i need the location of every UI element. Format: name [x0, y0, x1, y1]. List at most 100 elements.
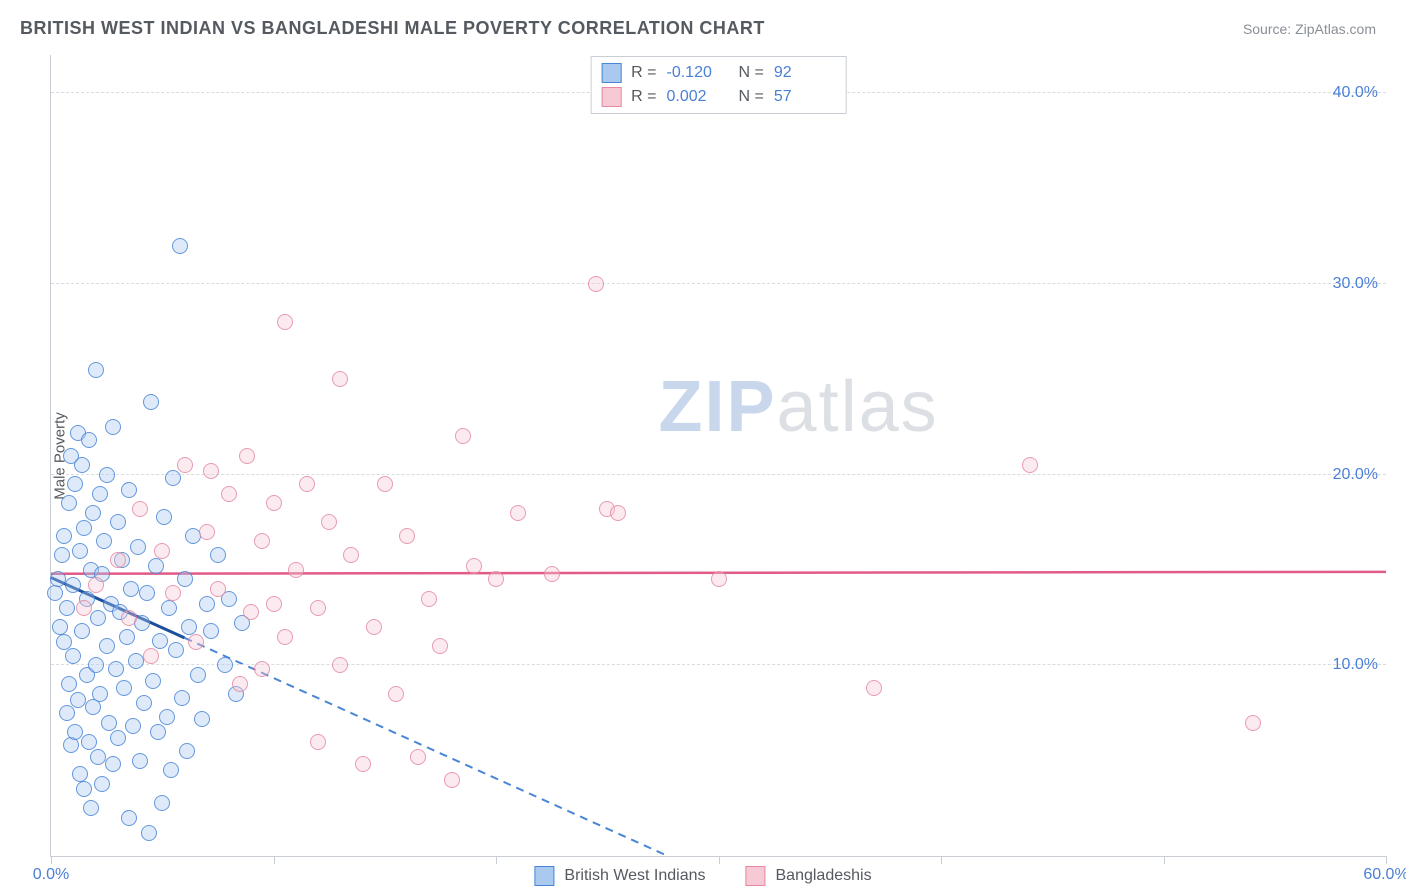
correlation-legend: R = -0.120 N = 92 R = 0.002 N = 57 — [590, 56, 847, 114]
data-point-bwi — [121, 482, 137, 498]
data-point-ban — [366, 619, 382, 635]
data-point-bwi — [54, 547, 70, 563]
data-point-bwi — [105, 756, 121, 772]
data-point-bwi — [145, 673, 161, 689]
data-point-bwi — [88, 657, 104, 673]
x-tick — [1164, 856, 1165, 864]
data-point-bwi — [161, 600, 177, 616]
data-point-ban — [121, 610, 137, 626]
data-point-bwi — [81, 734, 97, 750]
legend-label-bwi: British West Indians — [564, 867, 705, 885]
data-point-ban — [177, 457, 193, 473]
gridline-h — [51, 283, 1386, 284]
data-point-bwi — [72, 766, 88, 782]
data-point-ban — [355, 756, 371, 772]
data-point-bwi — [61, 676, 77, 692]
data-point-bwi — [152, 633, 168, 649]
x-tick — [51, 856, 52, 864]
x-tick — [496, 856, 497, 864]
data-point-bwi — [74, 457, 90, 473]
data-point-bwi — [165, 470, 181, 486]
watermark: ZIPatlas — [659, 366, 939, 448]
series-legend: British West Indians Bangladeshis — [534, 866, 871, 886]
data-point-ban — [188, 634, 204, 650]
data-point-bwi — [96, 533, 112, 549]
data-point-ban — [711, 571, 727, 587]
data-point-bwi — [156, 509, 172, 525]
data-point-ban — [254, 533, 270, 549]
data-point-bwi — [88, 362, 104, 378]
data-point-bwi — [92, 486, 108, 502]
data-point-ban — [866, 680, 882, 696]
data-point-ban — [377, 476, 393, 492]
data-point-ban — [310, 734, 326, 750]
data-point-bwi — [132, 753, 148, 769]
data-point-bwi — [139, 585, 155, 601]
data-point-ban — [421, 591, 437, 607]
data-point-ban — [277, 629, 293, 645]
x-tick — [1386, 856, 1387, 864]
data-point-ban — [488, 571, 504, 587]
data-point-bwi — [90, 749, 106, 765]
data-point-bwi — [50, 571, 66, 587]
data-point-bwi — [99, 467, 115, 483]
data-point-bwi — [203, 623, 219, 639]
y-tick-label: 40.0% — [1333, 84, 1378, 102]
x-tick — [719, 856, 720, 864]
data-point-bwi — [83, 800, 99, 816]
x-tick-label: 60.0% — [1363, 866, 1406, 884]
data-point-bwi — [125, 718, 141, 734]
data-point-bwi — [74, 623, 90, 639]
data-point-bwi — [59, 705, 75, 721]
legend-label-ban: Bangladeshis — [776, 867, 872, 885]
data-point-ban — [444, 772, 460, 788]
data-point-bwi — [110, 730, 126, 746]
data-point-ban — [399, 528, 415, 544]
data-point-ban — [143, 648, 159, 664]
data-point-ban — [154, 543, 170, 559]
data-point-bwi — [217, 657, 233, 673]
data-point-bwi — [141, 825, 157, 841]
data-point-ban — [232, 676, 248, 692]
data-point-bwi — [94, 776, 110, 792]
data-point-ban — [203, 463, 219, 479]
data-point-bwi — [99, 638, 115, 654]
legend-row-ban: R = 0.002 N = 57 — [601, 85, 836, 109]
data-point-ban — [510, 505, 526, 521]
data-point-ban — [343, 547, 359, 563]
data-point-bwi — [65, 577, 81, 593]
data-point-bwi — [136, 695, 152, 711]
legend-row-bwi: R = -0.120 N = 92 — [601, 61, 836, 85]
data-point-bwi — [85, 505, 101, 521]
data-point-ban — [310, 600, 326, 616]
data-point-bwi — [61, 495, 77, 511]
data-point-ban — [221, 486, 237, 502]
data-point-bwi — [199, 596, 215, 612]
data-point-bwi — [128, 653, 144, 669]
data-point-bwi — [210, 547, 226, 563]
data-point-bwi — [70, 692, 86, 708]
data-point-bwi — [172, 238, 188, 254]
data-point-bwi — [123, 581, 139, 597]
data-point-ban — [88, 577, 104, 593]
data-point-bwi — [108, 661, 124, 677]
data-point-bwi — [76, 520, 92, 536]
data-point-ban — [544, 566, 560, 582]
data-point-ban — [299, 476, 315, 492]
data-point-ban — [210, 581, 226, 597]
data-point-bwi — [65, 648, 81, 664]
data-point-bwi — [159, 709, 175, 725]
legend-swatch-ban — [601, 87, 621, 107]
legend-item-ban: Bangladeshis — [746, 866, 872, 886]
data-point-ban — [110, 552, 126, 568]
data-point-bwi — [110, 514, 126, 530]
data-point-bwi — [190, 667, 206, 683]
data-point-ban — [266, 495, 282, 511]
data-point-ban — [432, 638, 448, 654]
data-point-ban — [243, 604, 259, 620]
x-tick — [941, 856, 942, 864]
data-point-bwi — [163, 762, 179, 778]
data-point-bwi — [119, 629, 135, 645]
data-point-ban — [277, 314, 293, 330]
legend-swatch-bwi-bottom — [534, 866, 554, 886]
